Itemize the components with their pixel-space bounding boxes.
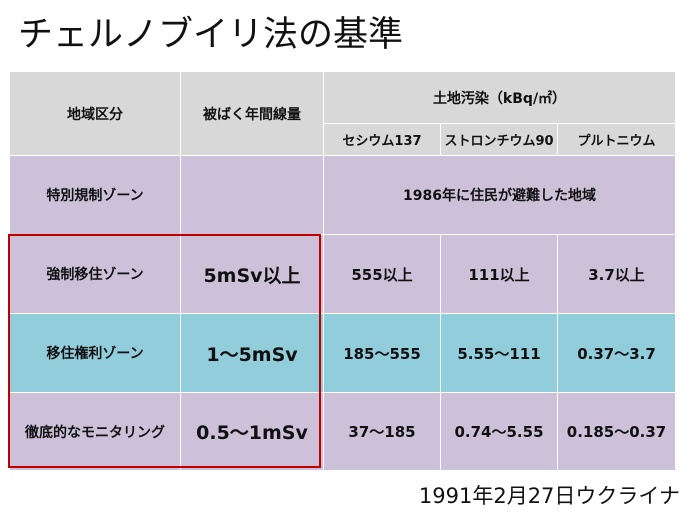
header-dose: 被ばく年間線量 (180, 71, 324, 156)
row-plutonium: 0.185～0.37 (557, 392, 676, 471)
row-zone: 徹底的なモニタリング (9, 392, 181, 471)
row-dose: 0.5～1mSv (180, 392, 324, 471)
row-cesium: 37～185 (323, 392, 441, 471)
row-dose: 1～5mSv (180, 313, 324, 393)
row-zone: 特別規制ゾーン (9, 155, 181, 235)
row-strontium: 111以上 (440, 234, 558, 314)
row-cesium: 555以上 (323, 234, 441, 314)
row-strontium: 0.74～5.55 (440, 392, 558, 471)
row-zone: 移住権利ゾーン (9, 313, 181, 393)
row-dose (180, 155, 324, 235)
header-strontium: ストロンチウム90 (440, 123, 558, 156)
header-soil: 土地汚染（kBq/㎡） (323, 71, 676, 124)
footer-date-note: 1991年2月27日ウクライナ (418, 484, 680, 508)
row-merged-note: 1986年に住民が避難した地域 (323, 155, 676, 235)
row-plutonium: 3.7以上 (557, 234, 676, 314)
header-zone: 地域区分 (9, 71, 181, 156)
row-zone: 強制移住ゾーン (9, 234, 181, 314)
row-strontium: 5.55～111 (440, 313, 558, 393)
row-dose: 5mSv以上 (180, 234, 324, 314)
page-title: チェルノブイリ法の基準 (18, 15, 404, 55)
standards-table: 地域区分 被ばく年間線量 土地汚染（kBq/㎡） セシウム137 ストロンチウム… (9, 71, 676, 471)
row-cesium: 185～555 (323, 313, 441, 393)
row-plutonium: 0.37～3.7 (557, 313, 676, 393)
header-plutonium: プルトニウム (557, 123, 676, 156)
header-cesium: セシウム137 (323, 123, 441, 156)
